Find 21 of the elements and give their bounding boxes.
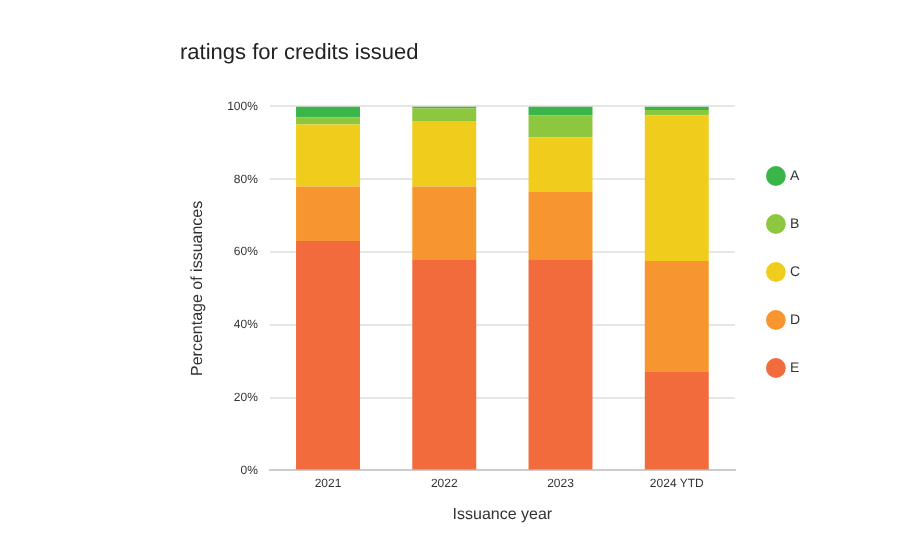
- bar: [528, 137, 593, 192]
- bar: [528, 115, 593, 138]
- bar: [296, 186, 360, 242]
- chart-title: ratings for credits issued: [180, 41, 419, 66]
- x-axis-title: Issuance year: [452, 504, 553, 523]
- bar: [644, 115, 709, 262]
- bar: [296, 124, 360, 187]
- bar: [644, 372, 709, 470]
- bar: [296, 106, 360, 118]
- bar: [528, 191, 593, 260]
- bar: [412, 120, 477, 187]
- bar: [644, 110, 709, 116]
- bar: [412, 186, 477, 260]
- y-axis-title: Percentage of issuances: [188, 200, 207, 377]
- bar: [296, 241, 360, 470]
- bar: [296, 117, 360, 125]
- bar: [412, 259, 477, 470]
- bar: [528, 106, 593, 116]
- bar: [412, 108, 477, 121]
- bar: [644, 261, 709, 373]
- bar: [528, 259, 593, 470]
